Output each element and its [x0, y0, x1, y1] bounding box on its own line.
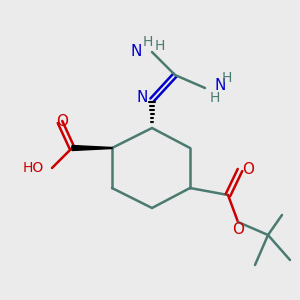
Text: N: N — [130, 44, 142, 59]
Text: H: H — [155, 39, 165, 53]
Text: N: N — [215, 79, 226, 94]
Text: H: H — [222, 71, 232, 85]
Text: O: O — [56, 113, 68, 128]
Text: N: N — [136, 91, 148, 106]
Text: O: O — [232, 223, 244, 238]
Text: O: O — [242, 163, 254, 178]
Polygon shape — [72, 146, 112, 151]
Text: HO: HO — [23, 161, 44, 175]
Text: H: H — [210, 91, 220, 105]
Text: H: H — [143, 35, 153, 49]
